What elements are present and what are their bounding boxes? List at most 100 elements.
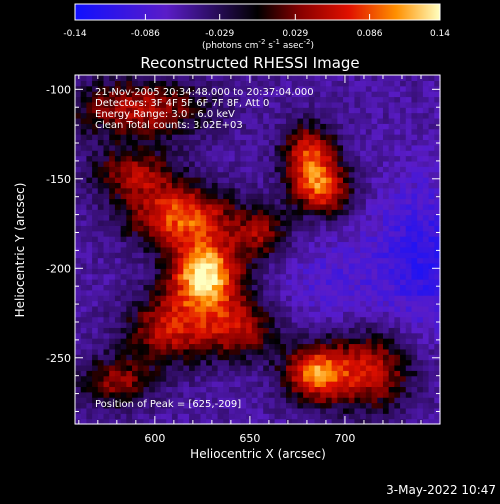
heatmap-pixel: [348, 198, 356, 205]
heatmap-pixel: [428, 209, 435, 216]
heatmap-pixel: [109, 381, 116, 388]
heatmap-pixel: [223, 160, 230, 167]
heatmap-pixel: [217, 375, 224, 382]
heatmap-pixel: [263, 80, 270, 87]
heatmap-pixel: [126, 117, 133, 124]
heatmap-pixel: [200, 257, 207, 264]
heatmap-pixel: [257, 402, 264, 409]
heatmap-pixel: [217, 85, 224, 92]
heatmap-pixel: [160, 311, 167, 318]
heatmap-pixel: [337, 150, 344, 157]
heatmap-pixel: [354, 391, 361, 398]
heatmap-pixel: [126, 381, 133, 388]
heatmap-pixel: [189, 236, 196, 243]
heatmap-pixel: [177, 359, 184, 366]
heatmap-pixel: [400, 150, 407, 157]
heatmap-pixel: [200, 241, 207, 248]
heatmap-pixel: [394, 160, 401, 167]
heatmap-pixel: [337, 236, 344, 243]
heatmap-pixel: [114, 295, 122, 302]
heatmap-pixel: [160, 139, 167, 146]
heatmap-pixel: [382, 101, 390, 108]
heatmap-pixel: [183, 139, 190, 146]
heatmap-pixel: [103, 187, 110, 194]
heatmap-pixel: [75, 359, 82, 366]
heatmap-pixel: [240, 155, 247, 162]
heatmap-pixel: [200, 418, 207, 425]
heatmap-pixel: [354, 338, 361, 345]
heatmap-pixel: [348, 391, 356, 398]
colorbar-tick-label: 0.029: [282, 29, 308, 39]
heatmap-pixel: [348, 187, 356, 194]
heatmap-pixel: [303, 338, 310, 345]
heatmap-pixel: [331, 257, 338, 264]
heatmap-pixel: [194, 407, 202, 414]
heatmap-pixel: [257, 139, 264, 146]
heatmap-pixel: [417, 354, 424, 361]
heatmap-pixel: [234, 160, 241, 167]
heatmap-pixel: [109, 386, 116, 393]
heatmap-pixel: [246, 321, 253, 328]
heatmap-pixel: [371, 402, 378, 409]
heatmap-pixel: [291, 150, 299, 157]
heatmap-pixel: [308, 187, 316, 194]
heatmap-pixel: [160, 257, 167, 264]
heatmap-pixel: [348, 273, 356, 280]
heatmap-pixel: [171, 332, 179, 339]
heatmap-pixel: [286, 332, 293, 339]
heatmap-pixel: [149, 155, 156, 162]
heatmap-pixel: [274, 375, 281, 382]
heatmap-pixel: [263, 311, 270, 318]
heatmap-pixel: [120, 198, 127, 205]
heatmap-pixel: [80, 381, 87, 388]
heatmap-pixel: [331, 327, 338, 334]
heatmap-pixel: [291, 144, 299, 151]
heatmap-pixel: [360, 123, 367, 130]
heatmap-pixel: [137, 316, 145, 323]
heatmap-pixel: [325, 370, 333, 377]
heatmap-pixel: [371, 150, 378, 157]
heatmap-pixel: [189, 273, 196, 280]
heatmap-pixel: [251, 279, 259, 285]
heatmap-pixel: [183, 101, 190, 108]
heatmap-pixel: [297, 381, 304, 388]
heatmap-pixel: [246, 209, 253, 216]
heatmap-pixel: [268, 139, 276, 146]
heatmap-pixel: [177, 321, 184, 328]
heatmap-pixel: [274, 80, 281, 87]
heatmap-pixel: [137, 80, 145, 87]
heatmap-pixel: [314, 182, 321, 189]
heatmap-pixel: [137, 134, 145, 141]
heatmap-pixel: [177, 139, 184, 146]
heatmap-pixel: [103, 160, 110, 167]
heatmap-pixel: [268, 117, 276, 124]
heatmap-pixel: [280, 386, 287, 393]
heatmap-pixel: [120, 75, 127, 81]
heatmap-pixel: [228, 112, 236, 119]
heatmap-pixel: [246, 177, 253, 183]
heatmap-pixel: [354, 418, 361, 425]
heatmap-pixel: [149, 413, 156, 420]
heatmap-pixel: [263, 391, 270, 398]
heatmap-pixel: [240, 230, 247, 237]
heatmap-pixel: [331, 198, 338, 205]
heatmap-pixel: [331, 112, 338, 119]
heatmap-pixel: [194, 128, 202, 135]
heatmap-pixel: [86, 101, 93, 108]
heatmap-pixel: [246, 225, 253, 232]
heatmap-pixel: [75, 305, 82, 312]
heatmap-pixel: [320, 381, 327, 388]
heatmap-pixel: [382, 327, 390, 334]
heatmap-pixel: [417, 279, 424, 285]
heatmap-pixel: [120, 279, 127, 285]
heatmap-pixel: [400, 305, 407, 312]
heatmap-pixel: [405, 354, 413, 361]
heatmap-pixel: [343, 268, 350, 275]
heatmap-pixel: [75, 112, 82, 119]
heatmap-pixel: [246, 246, 253, 253]
heatmap-pixel: [246, 214, 253, 221]
heatmap-pixel: [371, 144, 378, 151]
heatmap-pixel: [382, 155, 390, 162]
heatmap-pixel: [149, 284, 156, 291]
heatmap-pixel: [428, 182, 435, 189]
